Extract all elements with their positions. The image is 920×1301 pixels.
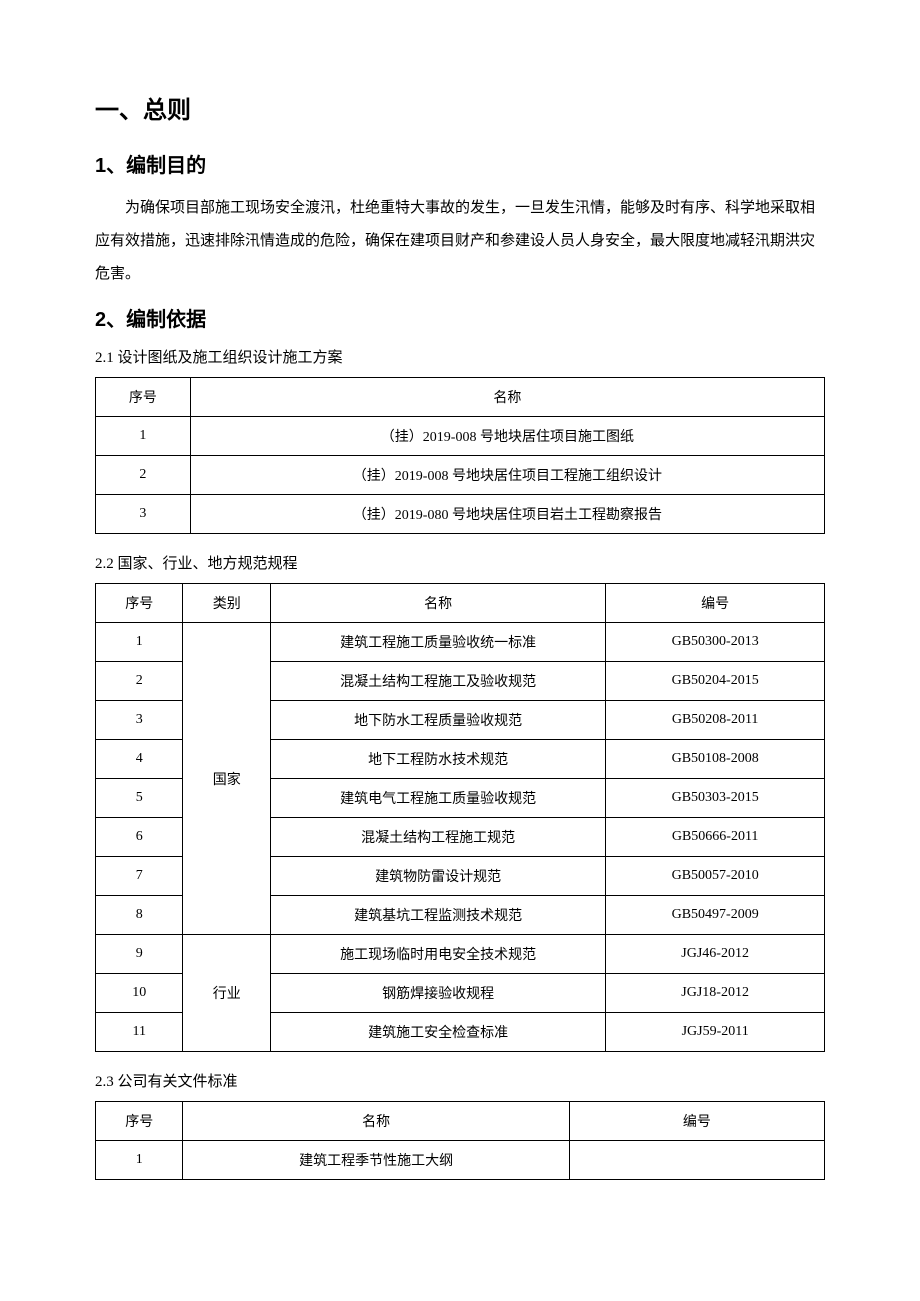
section-2-1-title: 2.1 设计图纸及施工组织设计施工方案: [95, 346, 825, 367]
table-cell: GB50057-2010: [606, 857, 825, 896]
table-cell: JGJ18-2012: [606, 974, 825, 1013]
table-cell: 1: [96, 1141, 183, 1180]
table-cell: 8: [96, 896, 183, 935]
table-cell: GB50303-2015: [606, 779, 825, 818]
table-header-row: 序号 名称: [96, 378, 825, 417]
table-header-row: 序号 名称 编号: [96, 1102, 825, 1141]
table-row: 1 国家 建筑工程施工质量验收统一标准 GB50300-2013: [96, 623, 825, 662]
table-cell: GB50204-2015: [606, 662, 825, 701]
table-row: 9 行业 施工现场临时用电安全技术规范 JGJ46-2012: [96, 935, 825, 974]
table-cell: 10: [96, 974, 183, 1013]
table-cell: GB50497-2009: [606, 896, 825, 935]
table-cell: [569, 1141, 824, 1180]
table-cell-category: 行业: [183, 935, 270, 1052]
table-cell: GB50108-2008: [606, 740, 825, 779]
subsection-heading-basis: 2、编制依据: [95, 303, 825, 332]
table-cell: 3: [96, 701, 183, 740]
table-cell: 6: [96, 818, 183, 857]
table-cell-category: 国家: [183, 623, 270, 935]
table-header-cell: 名称: [270, 584, 605, 623]
table-header-cell: 编号: [569, 1102, 824, 1141]
table-cell: 钢筋焊接验收规程: [270, 974, 605, 1013]
table-cell: 建筑施工安全检查标准: [270, 1013, 605, 1052]
table-cell: 3: [96, 495, 191, 534]
table-cell: 建筑物防雷设计规范: [270, 857, 605, 896]
table-cell: JGJ46-2012: [606, 935, 825, 974]
table-header-cell: 序号: [96, 1102, 183, 1141]
table-cell: 2: [96, 662, 183, 701]
table-cell: （挂）2019-008 号地块居住项目工程施工组织设计: [190, 456, 824, 495]
section-2-3-title: 2.3 公司有关文件标准: [95, 1070, 825, 1091]
table-header-cell: 编号: [606, 584, 825, 623]
table-header-cell: 名称: [183, 1102, 569, 1141]
table-header-cell: 名称: [190, 378, 824, 417]
table-row: 2 （挂）2019-008 号地块居住项目工程施工组织设计: [96, 456, 825, 495]
table-row: 1 （挂）2019-008 号地块居住项目施工图纸: [96, 417, 825, 456]
section-heading-1: 一、总则: [95, 90, 825, 125]
table-cell: 建筑基坑工程监测技术规范: [270, 896, 605, 935]
table-cell: 建筑工程施工质量验收统一标准: [270, 623, 605, 662]
table-company-docs: 序号 名称 编号 1 建筑工程季节性施工大纲: [95, 1101, 825, 1180]
table-cell: 混凝土结构工程施工及验收规范: [270, 662, 605, 701]
table-header-cell: 类别: [183, 584, 270, 623]
table-standards: 序号 类别 名称 编号 1 国家 建筑工程施工质量验收统一标准 GB50300-…: [95, 583, 825, 1052]
purpose-paragraph: 为确保项目部施工现场安全渡汛，杜绝重特大事故的发生，一旦发生汛情，能够及时有序、…: [95, 192, 825, 291]
table-header-cell: 序号: [96, 378, 191, 417]
table-cell: 施工现场临时用电安全技术规范: [270, 935, 605, 974]
table-cell: 9: [96, 935, 183, 974]
table-cell: GB50208-2011: [606, 701, 825, 740]
table-cell: 7: [96, 857, 183, 896]
table-header-cell: 序号: [96, 584, 183, 623]
table-header-row: 序号 类别 名称 编号: [96, 584, 825, 623]
table-row: 1 建筑工程季节性施工大纲: [96, 1141, 825, 1180]
section-2-2-title: 2.2 国家、行业、地方规范规程: [95, 552, 825, 573]
table-cell: 11: [96, 1013, 183, 1052]
table-cell: 建筑电气工程施工质量验收规范: [270, 779, 605, 818]
table-cell: GB50300-2013: [606, 623, 825, 662]
table-cell: 1: [96, 417, 191, 456]
subsection-heading-purpose: 1、编制目的: [95, 149, 825, 178]
table-cell: 2: [96, 456, 191, 495]
table-cell: 地下工程防水技术规范: [270, 740, 605, 779]
table-row: 3 （挂）2019-080 号地块居住项目岩土工程勘察报告: [96, 495, 825, 534]
table-cell: 地下防水工程质量验收规范: [270, 701, 605, 740]
table-cell: 5: [96, 779, 183, 818]
table-cell: （挂）2019-080 号地块居住项目岩土工程勘察报告: [190, 495, 824, 534]
table-cell: 4: [96, 740, 183, 779]
table-cell: 混凝土结构工程施工规范: [270, 818, 605, 857]
table-cell: GB50666-2011: [606, 818, 825, 857]
table-cell: JGJ59-2011: [606, 1013, 825, 1052]
table-cell: （挂）2019-008 号地块居住项目施工图纸: [190, 417, 824, 456]
table-cell: 建筑工程季节性施工大纲: [183, 1141, 569, 1180]
table-design-docs: 序号 名称 1 （挂）2019-008 号地块居住项目施工图纸 2 （挂）201…: [95, 377, 825, 534]
table-cell: 1: [96, 623, 183, 662]
